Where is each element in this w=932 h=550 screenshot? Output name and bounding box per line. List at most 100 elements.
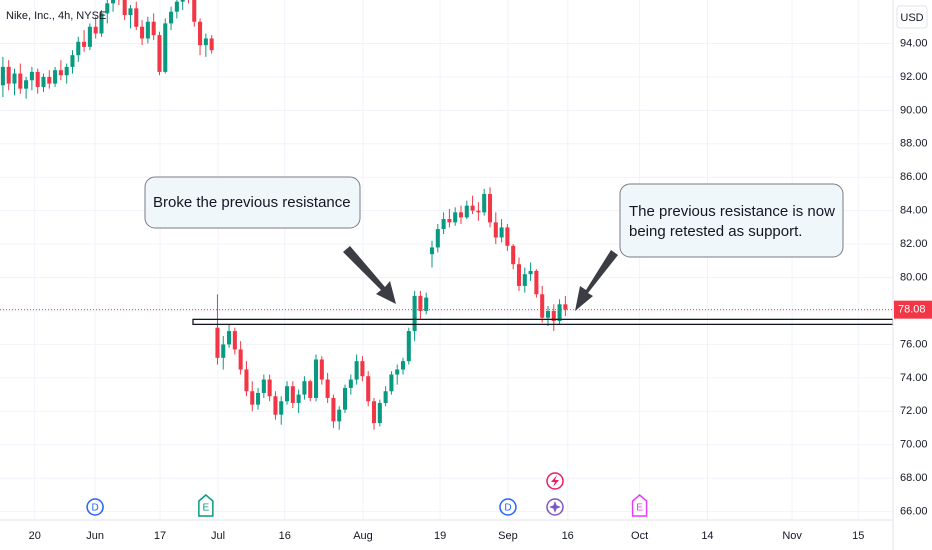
candle-body (82, 41, 87, 47)
candle-body (464, 205, 469, 218)
earnings-icon[interactable] (631, 494, 648, 517)
candle-body (111, 0, 116, 4)
candle-body (331, 397, 336, 422)
arrow (343, 246, 396, 304)
candle-body (70, 55, 75, 67)
candle-body (285, 386, 290, 402)
candle-body (134, 8, 139, 27)
candle-body (35, 71, 40, 87)
candle-body (354, 361, 359, 380)
candle-body (458, 212, 464, 218)
x-tick-label: Nov (782, 530, 802, 542)
x-tick-label: Oct (631, 530, 648, 542)
candle-body (290, 386, 295, 403)
candle-body (273, 396, 278, 415)
x-tick-label: Jun (86, 530, 104, 542)
callout (619, 183, 844, 258)
candle-body (313, 359, 319, 398)
candle-body (511, 245, 516, 265)
candle-body (424, 297, 429, 311)
candle-body (563, 304, 568, 310)
last-price-label: 78.08 (898, 304, 926, 316)
y-tick-label: 94.00 (900, 37, 928, 49)
candle-body (93, 26, 98, 34)
event-label: D (91, 503, 98, 514)
callout-text: Broke the previous resistance (153, 194, 351, 211)
candle-body (24, 80, 29, 89)
x-tick-label: 14 (701, 530, 713, 542)
earnings-icon[interactable] (198, 494, 214, 517)
event-label: E (203, 503, 210, 514)
candle-body (545, 310, 551, 318)
candle-body (209, 38, 214, 51)
candle-body (342, 387, 348, 410)
candle-body (540, 294, 545, 318)
y-tick-label: 76.00 (900, 338, 928, 350)
candle-body (505, 227, 510, 246)
candle-body (58, 70, 63, 76)
currency-box[interactable] (896, 5, 928, 29)
candle-body (389, 374, 394, 392)
y-tick-label: 68.00 (900, 472, 928, 484)
candle-body (435, 229, 440, 248)
candle-body (6, 66, 11, 84)
candle-body (447, 219, 452, 223)
y-tick-label: 84.00 (900, 205, 928, 217)
candle-body (18, 73, 23, 89)
candle-body (493, 222, 498, 238)
candle-body (487, 193, 493, 223)
candle-body (429, 247, 435, 255)
candle-body (400, 361, 406, 370)
event-label: D (504, 503, 511, 514)
candle-body (534, 270, 539, 295)
last-price-box (894, 300, 932, 319)
candle-body (198, 21, 203, 46)
candle-body (232, 331, 237, 350)
candle-body (192, 0, 197, 22)
candle-body (203, 38, 208, 46)
candle-body (267, 379, 272, 397)
candle-body (476, 210, 481, 213)
candle-body (337, 409, 342, 422)
candle-body (406, 331, 411, 362)
candle-body (47, 76, 52, 84)
y-tick-label: 90.00 (900, 104, 928, 116)
candle-body (221, 344, 226, 358)
candle-body (99, 13, 104, 34)
candle-body (105, 3, 110, 14)
x-tick-label: 16 (279, 530, 291, 542)
candle-body (383, 391, 388, 403)
candle-body (453, 212, 458, 223)
x-tick-label: 17 (154, 530, 166, 542)
dividend-icon[interactable] (499, 498, 517, 516)
lightning-icon (551, 475, 559, 487)
callout-text: The previous resistance is now (629, 203, 835, 220)
candle-body (53, 70, 58, 84)
candle-body (377, 402, 382, 424)
y-tick-label: 92.00 (900, 71, 928, 83)
currency: USD (900, 12, 923, 24)
candle-body (441, 219, 446, 230)
candle-body (157, 35, 162, 72)
candle-body (325, 379, 330, 398)
candle-body (371, 401, 377, 424)
candle-body (76, 41, 81, 56)
candle-body (319, 359, 324, 380)
candle-body (128, 8, 133, 16)
candle-body (29, 71, 34, 81)
grid (0, 0, 893, 520)
candle-body (238, 349, 243, 370)
candle-body (551, 310, 556, 322)
candle-body (122, 0, 127, 16)
dividend-icon[interactable] (86, 498, 104, 516)
candle-body (163, 23, 168, 72)
y-tick-label: 74.00 (900, 372, 928, 384)
candle-body (302, 381, 307, 395)
callout (144, 176, 361, 229)
y-tick-label: 80.00 (900, 271, 928, 283)
candle-body (522, 274, 527, 286)
candle-body (418, 295, 423, 311)
candle-body (12, 73, 17, 84)
x-tick-label: Sep (498, 530, 518, 542)
